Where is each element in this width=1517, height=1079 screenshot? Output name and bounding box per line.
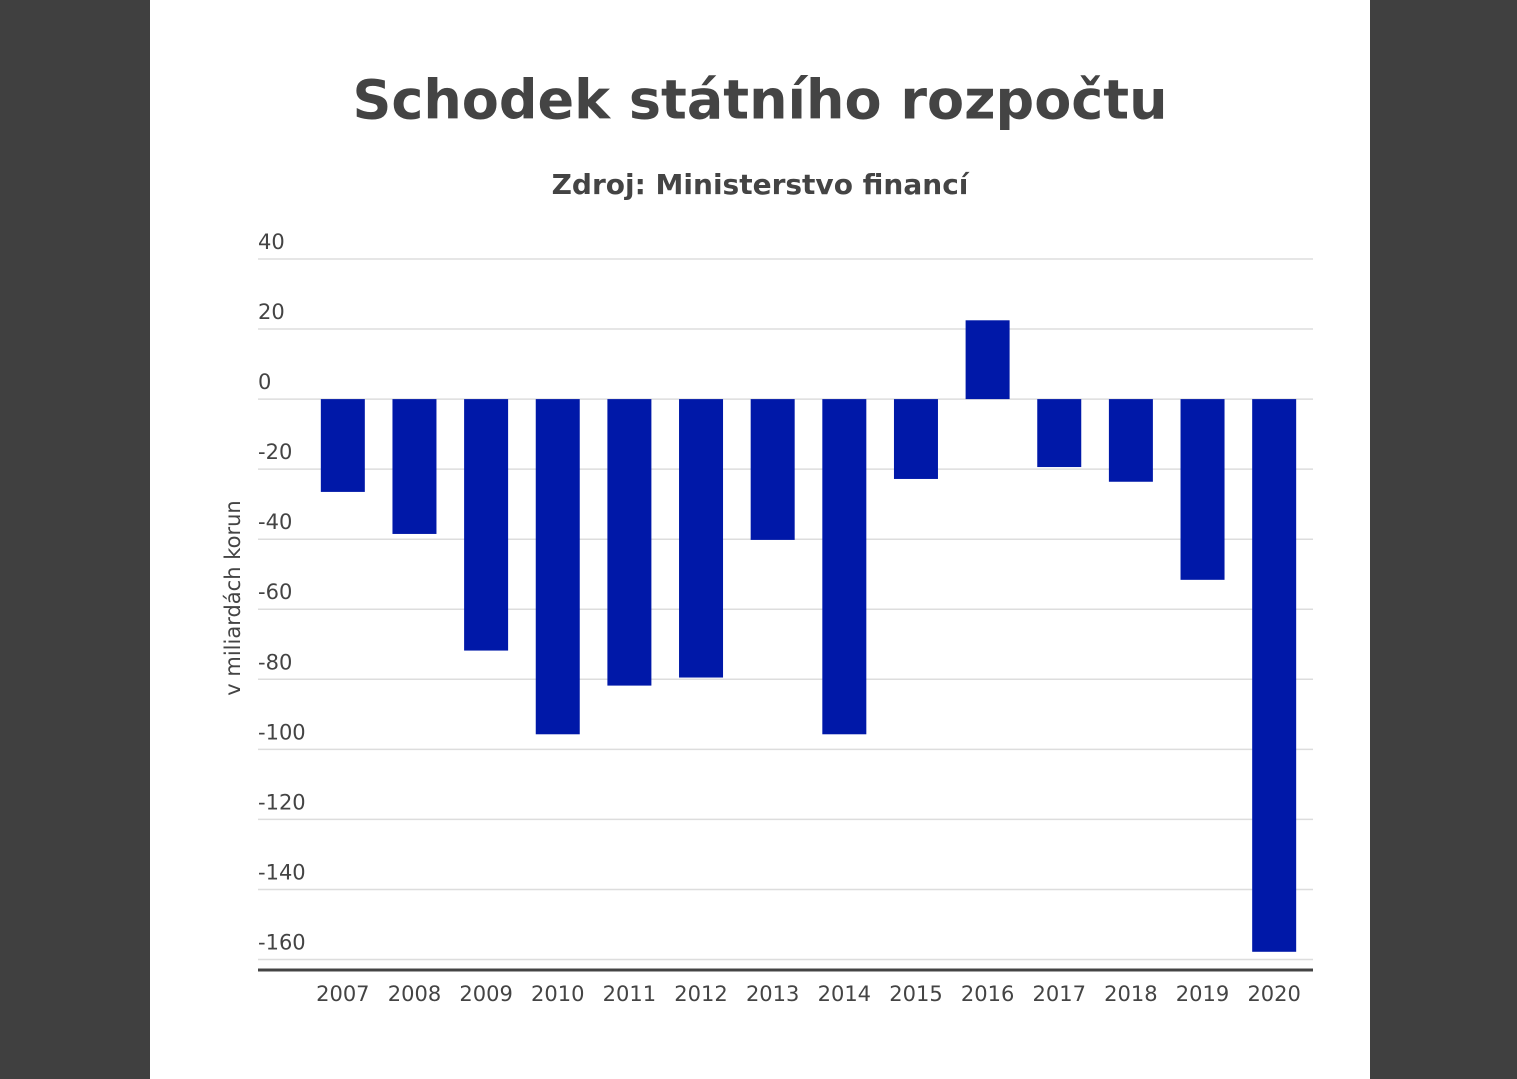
x-tick-label: 2011 (603, 982, 656, 1006)
y-tick-label: -20 (258, 440, 292, 464)
y-tick-label: -60 (258, 580, 292, 604)
bar (893, 399, 938, 479)
bar (607, 399, 652, 686)
bar (535, 399, 580, 735)
bar (965, 320, 1010, 400)
y-tick-label: -100 (258, 720, 306, 744)
y-tick-label: -160 (258, 930, 306, 954)
x-tick-label: 2018 (1104, 982, 1157, 1006)
x-tick-label: 2012 (674, 982, 727, 1006)
x-tick-label: 2015 (889, 982, 942, 1006)
bar (1108, 399, 1153, 482)
bar (679, 399, 724, 678)
x-tick-label: 2016 (961, 982, 1014, 1006)
bar (1180, 399, 1225, 580)
x-tick-label: 2010 (531, 982, 584, 1006)
chart-title: Schodek státního rozpočtu (352, 69, 1167, 132)
bar (392, 399, 437, 534)
bar (320, 399, 365, 492)
y-tick-label: 0 (258, 370, 271, 394)
x-tick-label: 2013 (746, 982, 799, 1006)
y-axis-label: v miliardách korun (221, 500, 245, 695)
bar (750, 399, 795, 540)
y-tick-label: 20 (258, 300, 285, 324)
y-tick-label: -140 (258, 860, 306, 884)
y-tick-label: -40 (258, 510, 292, 534)
y-tick-label: -120 (258, 790, 306, 814)
bar (1252, 399, 1297, 952)
y-tick-label: -80 (258, 650, 292, 674)
x-tick-label: 2008 (388, 982, 441, 1006)
y-tick-label: 40 (258, 230, 285, 254)
x-tick-label: 2014 (818, 982, 871, 1006)
x-tick-label: 2020 (1247, 982, 1300, 1006)
bar (464, 399, 509, 651)
bar (1037, 399, 1082, 468)
x-tick-label: 2007 (316, 982, 369, 1006)
chart-subtitle: Zdroj: Ministerstvo financí (552, 168, 970, 201)
x-tick-label: 2009 (459, 982, 512, 1006)
x-tick-label: 2017 (1033, 982, 1086, 1006)
bar (822, 399, 867, 735)
x-tick-label: 2019 (1176, 982, 1229, 1006)
